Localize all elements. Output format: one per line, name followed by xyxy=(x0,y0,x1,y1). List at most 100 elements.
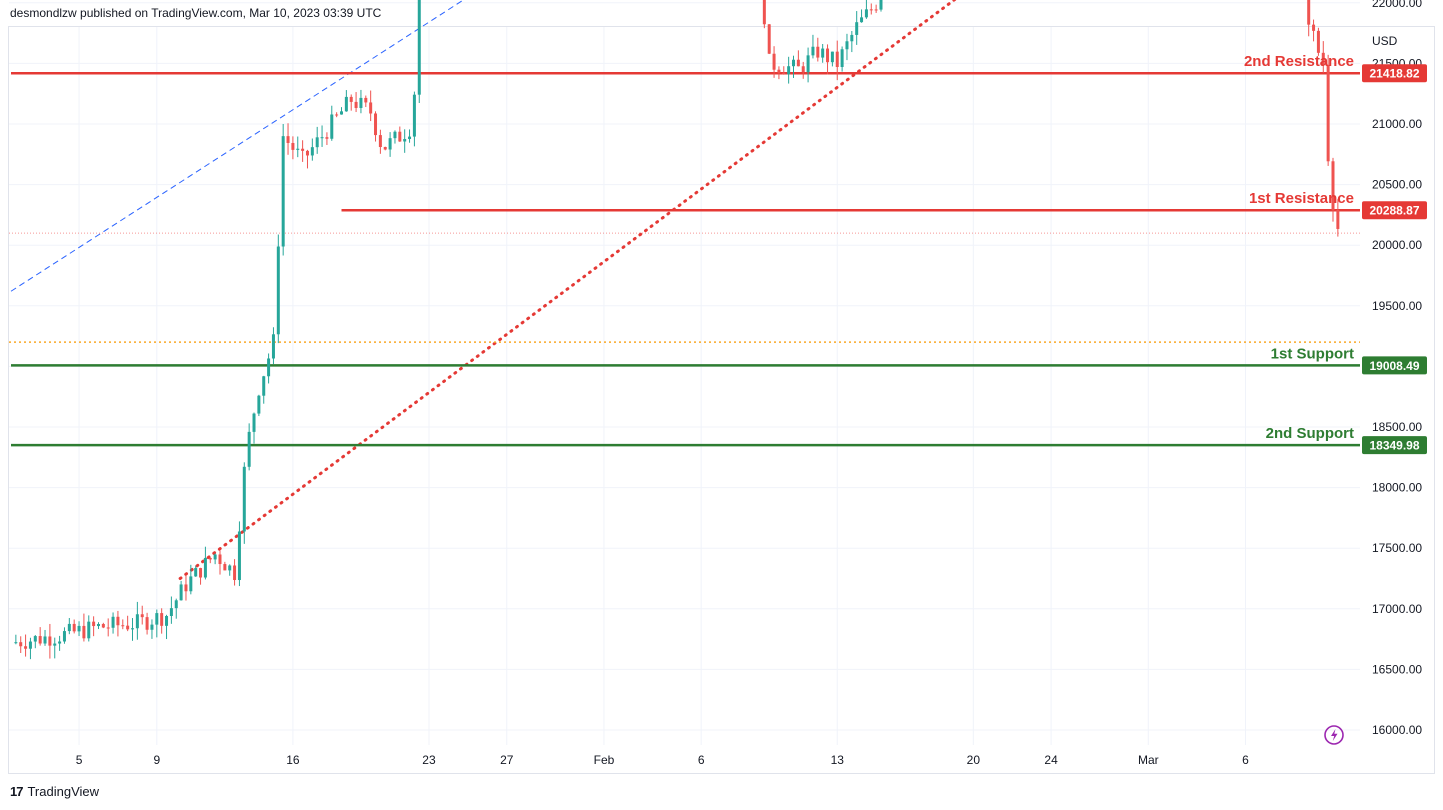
currency-label: USD xyxy=(1372,34,1398,48)
candle-body xyxy=(398,131,402,142)
price-tag xyxy=(1362,201,1427,220)
candle-body xyxy=(869,9,873,11)
candle-body xyxy=(310,147,314,156)
candle-body xyxy=(860,17,864,23)
candle-body xyxy=(349,96,353,102)
candle-body xyxy=(194,568,198,577)
time-axis: 5 9 16 23 27 Feb 6 13 20 24 Mar 6 xyxy=(76,753,1249,767)
candle-body xyxy=(72,623,76,632)
level-labels: 2nd Resistance 21418.82 1st Resistance 2028… xyxy=(1244,53,1427,455)
candle-body xyxy=(1316,30,1320,53)
candle-body xyxy=(806,55,810,73)
blue-dashed-trendline xyxy=(10,0,465,292)
lightning-bolt xyxy=(1331,729,1338,741)
x-tick-label: 13 xyxy=(831,753,845,767)
candle-body xyxy=(145,617,149,630)
candle-body xyxy=(28,641,32,649)
candle-body xyxy=(325,137,329,139)
candle-body xyxy=(281,136,285,247)
x-tick-label: 6 xyxy=(1242,753,1249,767)
price-axis: 16000.00 16500.00 17000.00 17500.00 18000.00… xyxy=(1372,0,1422,737)
candle-body xyxy=(257,395,261,414)
candle-body xyxy=(111,616,115,628)
candle-body xyxy=(811,46,815,56)
x-tick-label: 5 xyxy=(76,753,83,767)
resistance-level-name: 2nd Resistance xyxy=(1244,53,1354,70)
candle-body xyxy=(369,102,373,114)
candle-body xyxy=(77,625,81,632)
candle-body xyxy=(417,0,421,95)
candle-body xyxy=(208,557,212,560)
candle-body xyxy=(223,564,227,571)
x-tick-label: 24 xyxy=(1044,753,1058,767)
lightning-icon[interactable] xyxy=(1324,725,1344,745)
candle-body xyxy=(801,66,805,73)
y-tick-label: 22000.00 xyxy=(1372,0,1422,10)
x-tick-label: 16 xyxy=(286,753,300,767)
footer: 17 TradingView xyxy=(10,784,99,799)
candle-body xyxy=(262,376,266,396)
trendlines xyxy=(10,0,957,580)
candle-body xyxy=(150,624,154,630)
candle-body xyxy=(408,136,412,140)
candle-body xyxy=(1307,0,1311,25)
candle-body xyxy=(388,138,392,150)
publisher-caption: desmondlzw published on TradingView.com,… xyxy=(10,6,382,20)
candle-body xyxy=(252,413,256,432)
chart-frame xyxy=(8,26,1435,774)
support-level-name: 1st Support xyxy=(1271,345,1354,362)
y-tick-label: 20000.00 xyxy=(1372,238,1422,252)
candle-body xyxy=(1326,64,1330,162)
candle-body xyxy=(835,51,839,67)
candle-body xyxy=(330,114,334,139)
candle-body xyxy=(1312,24,1316,31)
x-tick-label: Feb xyxy=(594,753,615,767)
candle-body xyxy=(782,72,786,75)
candle-body xyxy=(101,624,105,628)
y-tick-label: 18500.00 xyxy=(1372,420,1422,434)
candle-body xyxy=(816,46,820,58)
candle-body xyxy=(203,557,207,578)
candle-body xyxy=(189,576,193,592)
candle-body xyxy=(864,9,868,18)
candle-body xyxy=(359,97,363,108)
candle-body xyxy=(412,94,416,137)
candle-body xyxy=(174,600,178,609)
candle-body xyxy=(830,51,834,63)
candle-body xyxy=(378,135,382,148)
candle-body xyxy=(213,554,217,560)
candle-body xyxy=(777,69,781,73)
candle-body xyxy=(96,624,100,627)
candle-body xyxy=(184,584,188,592)
candle-body xyxy=(767,24,771,54)
candle-body xyxy=(121,625,125,627)
candle-body xyxy=(38,636,42,644)
candle-body xyxy=(140,614,144,618)
candle-body xyxy=(772,53,776,70)
candle-body xyxy=(87,621,91,639)
candles xyxy=(14,0,1340,660)
candle-body xyxy=(106,627,110,629)
y-tick-label: 19500.00 xyxy=(1372,299,1422,313)
candle-body xyxy=(267,358,271,377)
candle-body xyxy=(62,631,66,642)
candle-body xyxy=(271,334,275,359)
candle-body xyxy=(218,554,222,565)
price-tag-label: 19008.49 xyxy=(1369,359,1419,373)
candle-body xyxy=(179,584,183,601)
candle-body xyxy=(199,568,203,578)
price-tag xyxy=(1362,356,1427,375)
candle-body xyxy=(160,613,164,626)
candle-body xyxy=(291,142,295,150)
candle-body xyxy=(787,66,791,75)
y-tick-label: 16500.00 xyxy=(1372,662,1422,676)
grid-lines xyxy=(9,2,1360,745)
candle-body xyxy=(165,616,169,626)
candle-body xyxy=(169,608,173,617)
x-tick-label: 27 xyxy=(500,753,514,767)
y-tick-label: 18000.00 xyxy=(1372,481,1422,495)
candle-body xyxy=(821,48,825,58)
candle-body xyxy=(155,613,159,625)
candle-body xyxy=(393,131,397,139)
